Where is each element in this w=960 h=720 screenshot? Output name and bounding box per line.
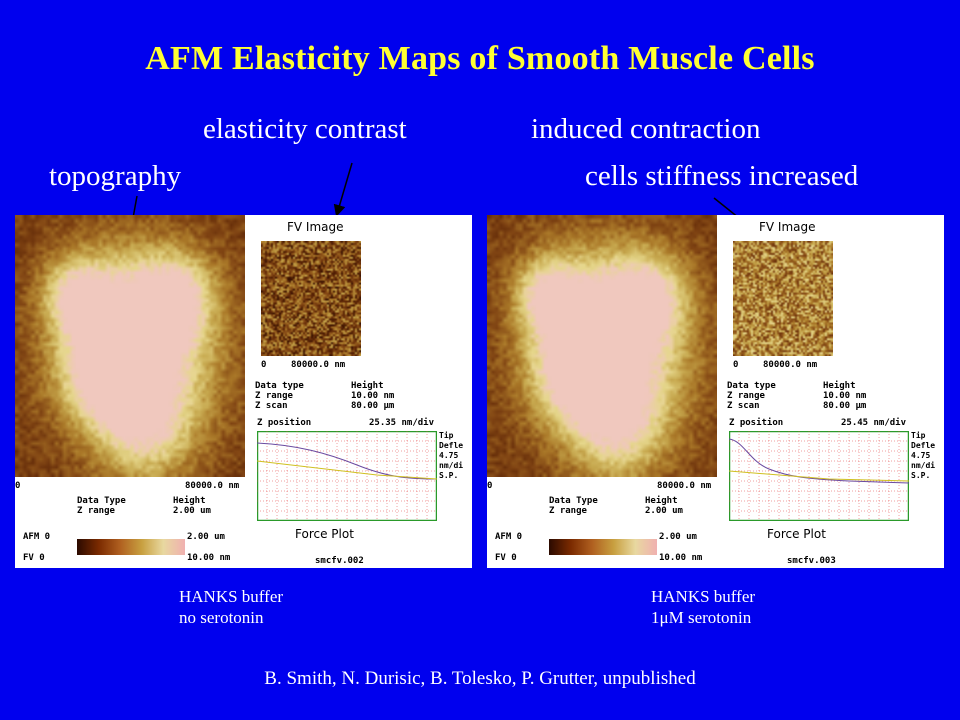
caption-left-line2: no serotonin	[179, 608, 264, 627]
colorbar-fv-label: FV 0	[23, 553, 45, 563]
credit-line: B. Smith, N. Durisic, B. Tolesko, P. Gru…	[264, 668, 696, 689]
colorbar-fv-label: FV 0	[495, 553, 517, 563]
fv-image-label: FV Image	[759, 220, 816, 234]
fv-axis-start: 0	[733, 360, 739, 370]
afm-data-values: Height 2.00 um	[645, 496, 683, 516]
afm-topography-image	[15, 215, 245, 477]
fv-elasticity-image	[261, 241, 361, 356]
force-scale: 25.35 nm/div	[369, 418, 435, 428]
z-position-label: Z position	[257, 418, 312, 428]
caption-right-line1: HANKS buffer	[651, 587, 756, 606]
fv-data-values: Height 10.00 nm 80.00 μm	[351, 381, 395, 411]
afm-axis-start: 0	[487, 481, 493, 491]
color-scale-bar	[549, 539, 657, 555]
afm-data-values: Height 2.00 um	[173, 496, 211, 516]
caption-left: HANKS buffer no serotonin	[179, 586, 283, 628]
elasticity-arrow	[333, 162, 353, 217]
color-scale-bar	[77, 539, 185, 555]
fv-elasticity-image	[733, 241, 833, 356]
fv-axis-end: 80000.0 nm	[291, 360, 346, 370]
colorbar-afm-label: AFM 0	[23, 532, 51, 542]
z-position-label: Z position	[729, 418, 784, 428]
fv-image-label: FV Image	[287, 220, 344, 234]
afm-topography-image	[487, 215, 717, 477]
colorbar-fv-max: 10.00 nm	[187, 553, 231, 563]
annotation-topography: topography	[49, 160, 182, 192]
caption-right: HANKS buffer 1μM serotonin	[651, 586, 755, 628]
afm-panel-serotonin: FV Image 0 80000.0 nm Data type Z range …	[487, 215, 944, 568]
force-scale: 25.45 nm/div	[841, 418, 907, 428]
afm-axis-start: 0	[15, 481, 21, 491]
file-name: smcfv.002	[315, 556, 364, 566]
fv-data-labels: Data type Z range Z scan	[255, 381, 304, 411]
tip-deflection-info: Tip Defle 4.75 nm/di S.P.	[911, 431, 936, 480]
slide-title: AFM Elasticity Maps of Smooth Muscle Cel…	[145, 40, 815, 77]
caption-left-line1: HANKS buffer	[179, 587, 284, 606]
afm-axis-end: 80000.0 nm	[185, 481, 240, 491]
colorbar-afm-max: 2.00 um	[659, 532, 697, 542]
annotation-induced-contraction: induced contraction	[531, 113, 761, 145]
annotation-elasticity-contrast: elasticity contrast	[203, 113, 407, 145]
fv-data-values: Height 10.00 nm 80.00 μm	[823, 381, 867, 411]
colorbar-afm-max: 2.00 um	[187, 532, 225, 542]
tip-deflection-info: Tip Defle 4.75 nm/di S.P.	[439, 431, 464, 480]
caption-right-line2: 1μM serotonin	[651, 608, 752, 627]
file-name: smcfv.003	[787, 556, 836, 566]
afm-data-labels: Data Type Z range	[77, 496, 126, 516]
force-plot-graph	[257, 431, 437, 521]
afm-axis-end: 80000.0 nm	[657, 481, 712, 491]
force-plot-graph	[729, 431, 909, 521]
force-plot-label: Force Plot	[295, 527, 354, 541]
colorbar-afm-label: AFM 0	[495, 532, 523, 542]
fv-axis-start: 0	[261, 360, 267, 370]
afm-data-labels: Data Type Z range	[549, 496, 598, 516]
fv-data-labels: Data type Z range Z scan	[727, 381, 776, 411]
afm-panel-control: FV Image 0 80000.0 nm Data type Z range …	[15, 215, 472, 568]
fv-axis-end: 80000.0 nm	[763, 360, 818, 370]
annotation-cells-stiffness: cells stiffness increased	[585, 160, 859, 192]
force-plot-label: Force Plot	[767, 527, 826, 541]
colorbar-fv-max: 10.00 nm	[659, 553, 703, 563]
